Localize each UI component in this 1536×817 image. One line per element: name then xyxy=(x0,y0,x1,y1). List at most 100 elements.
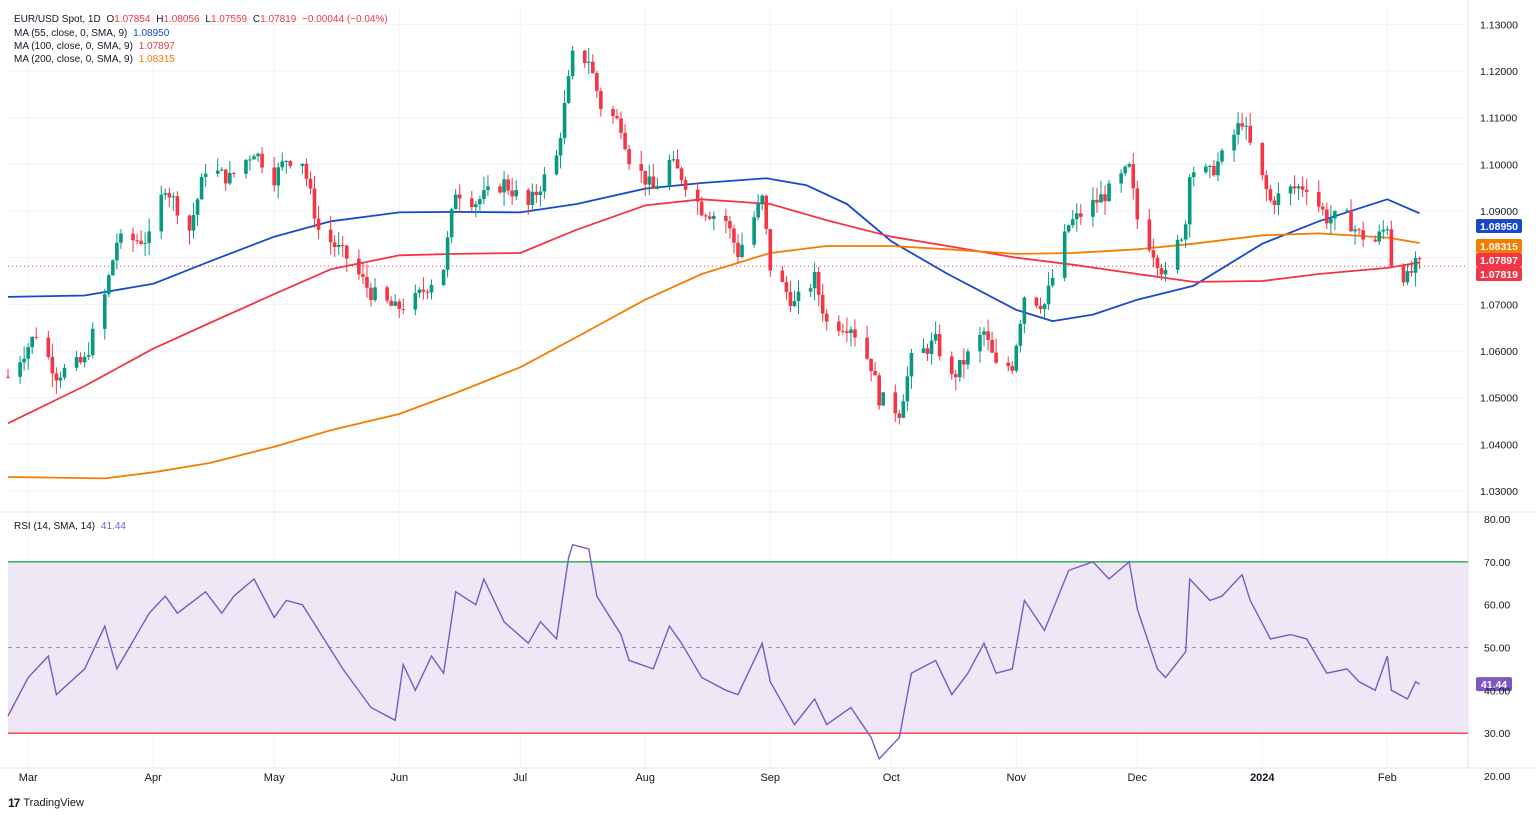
candle[interactable] xyxy=(417,287,422,298)
candle[interactable] xyxy=(530,183,535,210)
candle[interactable] xyxy=(933,321,938,344)
candle[interactable] xyxy=(1204,163,1208,175)
candle[interactable] xyxy=(143,232,147,256)
candle[interactable] xyxy=(845,317,849,342)
candle[interactable] xyxy=(820,283,825,322)
candle[interactable] xyxy=(1272,196,1277,215)
candle[interactable] xyxy=(881,392,885,406)
candle[interactable] xyxy=(163,188,168,200)
candle[interactable] xyxy=(921,338,926,354)
candle[interactable] xyxy=(1240,112,1244,131)
candle[interactable] xyxy=(107,273,111,298)
candle[interactable] xyxy=(1159,263,1164,281)
candle[interactable] xyxy=(873,361,877,376)
candle[interactable] xyxy=(449,207,454,244)
candle[interactable] xyxy=(1066,224,1071,234)
candle[interactable] xyxy=(643,170,648,197)
candle[interactable] xyxy=(445,231,450,278)
candle[interactable] xyxy=(595,70,599,98)
candle[interactable] xyxy=(1260,142,1265,180)
candle[interactable] xyxy=(280,152,285,172)
candle[interactable] xyxy=(272,156,276,192)
candle[interactable] xyxy=(1409,260,1414,277)
candle[interactable] xyxy=(736,234,740,264)
candle[interactable] xyxy=(582,49,587,68)
candle[interactable] xyxy=(425,289,430,300)
candle[interactable] xyxy=(514,180,518,201)
candle[interactable] xyxy=(1103,185,1107,215)
candle[interactable] xyxy=(482,176,486,205)
candle[interactable] xyxy=(199,173,204,200)
candle[interactable] xyxy=(728,215,732,239)
candle[interactable] xyxy=(397,298,402,319)
candle[interactable] xyxy=(328,216,333,255)
candle[interactable] xyxy=(30,335,34,355)
candle[interactable] xyxy=(34,327,39,340)
candle[interactable] xyxy=(78,352,83,365)
candle[interactable] xyxy=(542,166,547,199)
candle[interactable] xyxy=(566,69,571,105)
candle[interactable] xyxy=(252,153,256,160)
candle[interactable] xyxy=(1018,319,1023,353)
candle[interactable] xyxy=(1091,187,1095,227)
candle[interactable] xyxy=(62,363,67,380)
candle[interactable] xyxy=(389,296,393,307)
candle[interactable] xyxy=(740,232,744,259)
candle[interactable] xyxy=(651,163,656,190)
candle[interactable] xyxy=(1248,112,1253,146)
candle[interactable] xyxy=(712,211,716,231)
candle[interactable] xyxy=(1050,269,1055,288)
candle[interactable] xyxy=(1208,164,1212,179)
candle[interactable] xyxy=(703,213,708,222)
tradingview-branding[interactable]: 17 TradingView xyxy=(8,796,84,810)
candle[interactable] xyxy=(958,359,962,382)
candle[interactable] xyxy=(139,230,143,246)
candle[interactable] xyxy=(591,54,595,74)
candle[interactable] xyxy=(441,269,446,286)
candle[interactable] xyxy=(191,202,196,239)
candle[interactable] xyxy=(869,358,873,382)
candle[interactable] xyxy=(877,372,881,410)
candle[interactable] xyxy=(1216,152,1220,182)
candle[interactable] xyxy=(336,232,341,255)
candle[interactable] xyxy=(893,384,898,422)
candle[interactable] xyxy=(695,182,700,215)
candle[interactable] xyxy=(966,348,970,370)
candle[interactable] xyxy=(219,167,224,172)
candle[interactable] xyxy=(1304,178,1309,205)
rsi-legend[interactable]: RSI (14, SMA, 14) 41.44 xyxy=(14,520,129,533)
candle[interactable] xyxy=(90,322,95,359)
candle[interactable] xyxy=(316,205,321,240)
candle[interactable] xyxy=(1236,112,1240,145)
candlesticks[interactable] xyxy=(6,45,1422,425)
candle[interactable] xyxy=(929,332,934,365)
candle[interactable] xyxy=(1099,180,1103,203)
candle[interactable] xyxy=(962,348,966,379)
ma200-legend[interactable]: MA (200, close, 0, SMA, 9) 1.08315 xyxy=(14,53,178,66)
candle[interactable] xyxy=(429,279,434,300)
candle[interactable] xyxy=(1014,343,1019,373)
candle[interactable] xyxy=(699,196,704,217)
candle[interactable] xyxy=(655,177,660,190)
candle[interactable] xyxy=(86,342,91,361)
candle[interactable] xyxy=(1070,210,1075,228)
candle[interactable] xyxy=(764,194,769,235)
candle[interactable] xyxy=(1042,303,1047,318)
candle[interactable] xyxy=(457,184,462,211)
candle[interactable] xyxy=(1191,166,1196,187)
candle[interactable] xyxy=(909,348,914,389)
candle[interactable] xyxy=(228,161,232,186)
candle[interactable] xyxy=(808,284,813,297)
candle[interactable] xyxy=(768,228,773,277)
candle[interactable] xyxy=(816,266,821,306)
candle[interactable] xyxy=(506,174,510,196)
candle[interactable] xyxy=(1385,225,1390,235)
candle[interactable] xyxy=(1353,225,1357,245)
candle[interactable] xyxy=(994,338,998,365)
candle[interactable] xyxy=(1034,296,1039,309)
candle[interactable] xyxy=(1329,205,1333,234)
candle[interactable] xyxy=(1244,116,1248,141)
candle[interactable] xyxy=(18,356,22,384)
candle[interactable] xyxy=(949,351,954,380)
